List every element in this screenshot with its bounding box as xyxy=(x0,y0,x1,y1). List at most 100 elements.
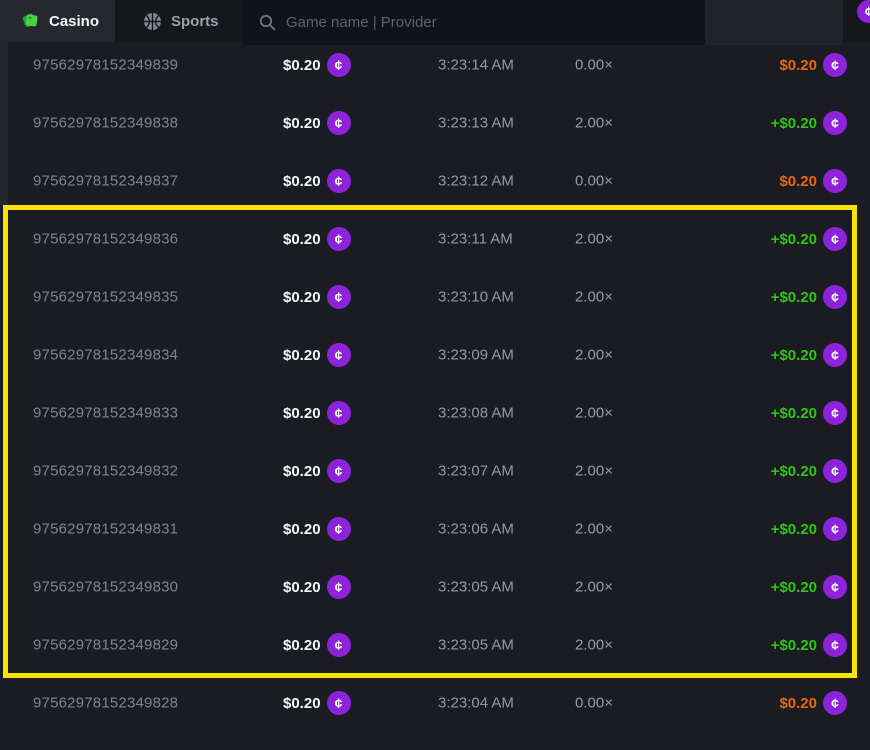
currency-coin-icon: ¢ xyxy=(823,459,847,483)
search-input[interactable] xyxy=(286,14,666,31)
bet-id: 97562978152349831 xyxy=(33,520,179,538)
bet-amount: $0.20 ¢ xyxy=(283,111,351,135)
currency-coin-icon: ¢ xyxy=(326,53,351,77)
bet-id: 97562978152349828 xyxy=(33,694,179,712)
currency-coin-icon: ¢ xyxy=(326,227,351,251)
table-row[interactable]: 97562978152349837 $0.20 ¢ 3:23:12 AM 0.0… xyxy=(0,152,870,210)
bet-payout: +$0.20 ¢ xyxy=(771,111,847,135)
tab-sports-label: Sports xyxy=(171,12,219,30)
bet-amount: $0.20 ¢ xyxy=(283,169,351,193)
currency-coin-icon: ¢ xyxy=(326,517,351,541)
bet-payout: +$0.20 ¢ xyxy=(771,227,847,251)
bet-amount: $0.20 ¢ xyxy=(283,227,351,251)
table-row[interactable]: 97562978152349838 $0.20 ¢ 3:23:13 AM 2.0… xyxy=(0,94,870,152)
bet-amount: $0.20 ¢ xyxy=(283,401,351,425)
bet-history-table: 97562978152349839 $0.20 ¢ 3:23:14 AM 0.0… xyxy=(0,36,870,732)
bet-payout: $0.20 ¢ xyxy=(779,53,847,77)
table-row[interactable]: 97562978152349839 $0.20 ¢ 3:23:14 AM 0.0… xyxy=(0,36,870,94)
currency-coin-icon: ¢ xyxy=(823,401,847,425)
currency-coin-icon: ¢ xyxy=(326,459,351,483)
currency-coin-icon: ¢ xyxy=(823,575,847,599)
balance-coin-icon[interactable]: ¢ xyxy=(857,0,870,23)
bet-amount: $0.20 ¢ xyxy=(283,633,351,657)
bet-payout-value: $0.20 xyxy=(779,56,817,74)
bet-time: 3:23:06 AM xyxy=(438,520,514,538)
bet-time: 3:23:05 AM xyxy=(438,636,514,654)
bet-id: 97562978152349834 xyxy=(33,346,179,364)
bet-amount: $0.20 ¢ xyxy=(283,343,351,367)
bet-id: 97562978152349832 xyxy=(33,462,179,480)
bet-amount-value: $0.20 xyxy=(283,230,321,248)
left-edge-strip xyxy=(0,42,8,205)
tab-sports[interactable]: Sports xyxy=(128,0,228,42)
currency-coin-icon: ¢ xyxy=(823,343,847,367)
bet-amount-value: $0.20 xyxy=(283,462,321,480)
bet-amount-value: $0.20 xyxy=(283,636,321,654)
bet-amount-value: $0.20 xyxy=(283,346,321,364)
table-row[interactable]: 97562978152349830 $0.20 ¢ 3:23:05 AM 2.0… xyxy=(0,558,870,616)
bet-time: 3:23:10 AM xyxy=(438,288,514,306)
bet-id: 97562978152349838 xyxy=(33,114,179,132)
currency-coin-icon: ¢ xyxy=(326,343,351,367)
bet-payout-value: +$0.20 xyxy=(770,520,817,538)
bet-time: 3:23:11 AM xyxy=(438,230,513,248)
currency-coin-icon: ¢ xyxy=(326,401,351,425)
bet-multiplier: 2.00× xyxy=(575,636,613,654)
table-row[interactable]: 97562978152349828 $0.20 ¢ 3:23:04 AM 0.0… xyxy=(0,674,870,732)
currency-coin-icon: ¢ xyxy=(326,111,351,135)
bet-multiplier: 0.00× xyxy=(575,694,613,712)
bet-amount: $0.20 ¢ xyxy=(283,285,351,309)
bet-id: 97562978152349839 xyxy=(33,56,179,74)
bet-amount-value: $0.20 xyxy=(283,114,321,132)
table-row[interactable]: 97562978152349833 $0.20 ¢ 3:23:08 AM 2.0… xyxy=(0,384,870,442)
bet-multiplier: 2.00× xyxy=(575,230,613,248)
game-search-box[interactable] xyxy=(243,0,705,45)
bet-amount: $0.20 ¢ xyxy=(283,691,351,715)
bet-amount-value: $0.20 xyxy=(283,56,321,74)
bet-amount: $0.20 ¢ xyxy=(283,53,351,77)
bet-amount: $0.20 ¢ xyxy=(283,517,351,541)
basketball-icon xyxy=(143,12,162,31)
bet-payout-value: +$0.20 xyxy=(770,114,817,132)
bet-id: 97562978152349836 xyxy=(33,230,179,248)
bet-amount: $0.20 ¢ xyxy=(283,459,351,483)
bet-id: 97562978152349829 xyxy=(33,636,179,654)
currency-coin-icon: ¢ xyxy=(823,691,847,715)
table-row[interactable]: 97562978152349836 $0.20 ¢ 3:23:11 AM 2.0… xyxy=(0,210,870,268)
bet-multiplier: 2.00× xyxy=(575,114,613,132)
table-row[interactable]: 97562978152349835 $0.20 ¢ 3:23:10 AM 2.0… xyxy=(0,268,870,326)
table-row[interactable]: 97562978152349831 $0.20 ¢ 3:23:06 AM 2.0… xyxy=(0,500,870,558)
bet-id: 97562978152349835 xyxy=(33,288,179,306)
table-row[interactable]: 97562978152349832 $0.20 ¢ 3:23:07 AM 2.0… xyxy=(0,442,870,500)
bet-id: 97562978152349830 xyxy=(33,578,179,596)
bet-time: 3:23:13 AM xyxy=(438,114,514,132)
bet-payout-value: +$0.20 xyxy=(770,404,817,422)
bet-payout-value: +$0.20 xyxy=(770,288,817,306)
bet-amount-value: $0.20 xyxy=(283,404,321,422)
tab-casino-label: Casino xyxy=(49,12,100,30)
bet-time: 3:23:09 AM xyxy=(438,346,514,364)
bet-amount-value: $0.20 xyxy=(283,578,321,596)
tab-casino[interactable]: Casino xyxy=(0,0,115,42)
currency-coin-icon: ¢ xyxy=(823,53,847,77)
table-row[interactable]: 97562978152349829 $0.20 ¢ 3:23:05 AM 2.0… xyxy=(0,616,870,674)
bet-multiplier: 2.00× xyxy=(575,520,613,538)
bet-time: 3:23:05 AM xyxy=(438,578,514,596)
table-row[interactable]: 97562978152349834 $0.20 ¢ 3:23:09 AM 2.0… xyxy=(0,326,870,384)
currency-coin-icon: ¢ xyxy=(823,227,847,251)
bet-id: 97562978152349837 xyxy=(33,172,179,190)
bet-amount: $0.20 ¢ xyxy=(283,575,351,599)
bet-multiplier: 2.00× xyxy=(575,288,613,306)
currency-coin-icon: ¢ xyxy=(823,285,847,309)
currency-coin-icon: ¢ xyxy=(823,633,847,657)
bet-payout-value: +$0.20 xyxy=(770,462,817,480)
currency-coin-icon: ¢ xyxy=(326,633,351,657)
bet-time: 3:23:12 AM xyxy=(438,172,514,190)
bet-multiplier: 2.00× xyxy=(575,578,613,596)
bet-payout: +$0.20 ¢ xyxy=(771,517,847,541)
bet-time: 3:23:14 AM xyxy=(438,56,514,74)
bet-payout: +$0.20 ¢ xyxy=(771,343,847,367)
bet-payout: $0.20 ¢ xyxy=(779,169,847,193)
bet-amount-value: $0.20 xyxy=(283,288,321,306)
bet-id: 97562978152349833 xyxy=(33,404,179,422)
